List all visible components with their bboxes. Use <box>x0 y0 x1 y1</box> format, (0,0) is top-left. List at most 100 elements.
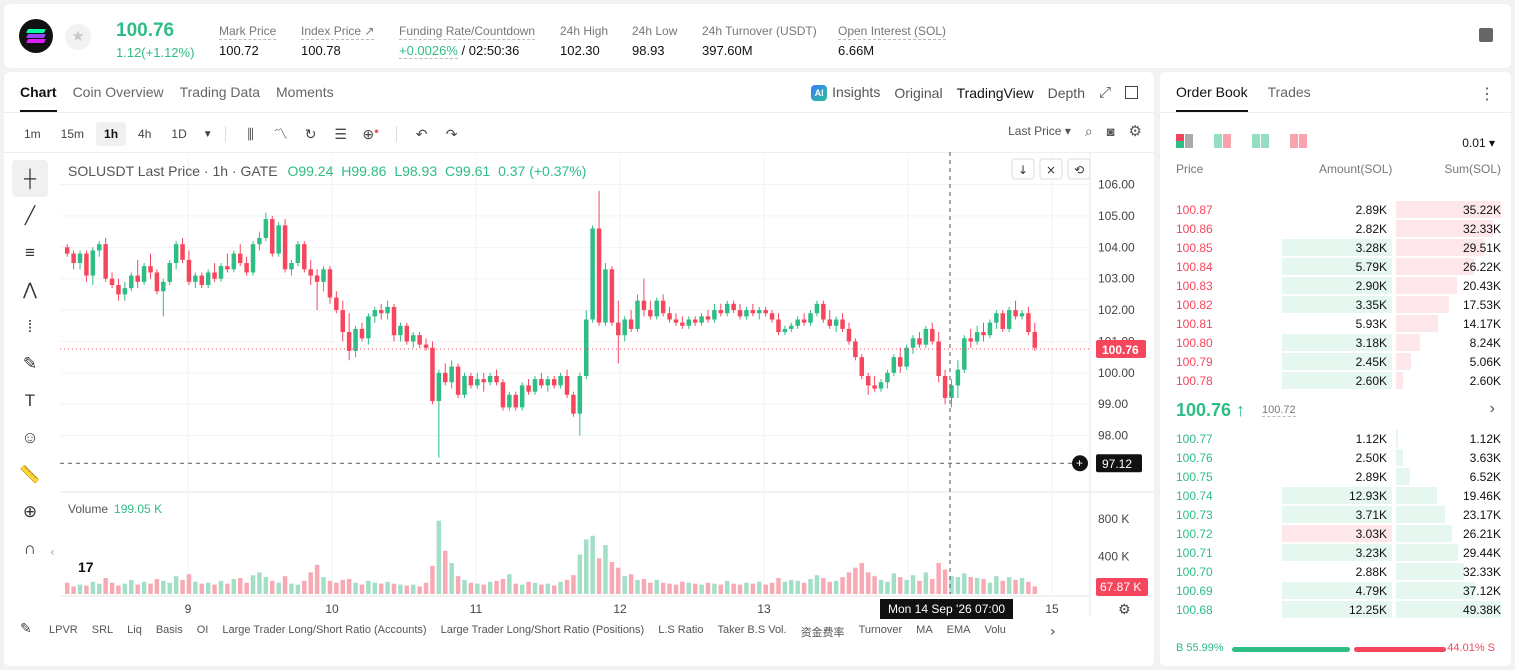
ask-row[interactable]: 100.80 3.18K 8.24K <box>1160 333 1511 352</box>
bid-row[interactable]: 100.69 4.79K 37.12K <box>1160 581 1511 600</box>
indicator-item[interactable]: 资金费率 <box>800 627 845 639</box>
tab-chart[interactable]: Chart <box>20 84 57 112</box>
candle-body <box>840 319 845 329</box>
more-icon[interactable]: ⋮ <box>1479 86 1495 103</box>
indicator-item[interactable]: Volu <box>984 624 1006 636</box>
volume-bar <box>71 586 76 594</box>
indicator-item[interactable]: MA <box>916 624 933 636</box>
layout-split-icon[interactable] <box>1214 134 1232 148</box>
indicator-item[interactable]: OI <box>196 624 209 636</box>
favorite-star-icon[interactable]: ★ <box>65 24 91 50</box>
tab-order-book[interactable]: Order Book <box>1176 84 1248 112</box>
tab-original[interactable]: Original <box>894 84 943 101</box>
bid-row[interactable]: 100.72 3.03K 26.21K <box>1160 524 1511 543</box>
ask-row[interactable]: 100.85 3.28K 29.51K <box>1160 238 1511 257</box>
indicator-item[interactable]: Turnover <box>858 624 903 636</box>
brush-tool-icon[interactable]: ✎ <box>22 354 38 373</box>
fullscreen-icon[interactable]: ⤢ <box>1098 84 1111 102</box>
timeframe-1d[interactable]: 1D <box>171 127 187 141</box>
layout-asks-icon[interactable] <box>1290 134 1308 148</box>
timeframe-15m[interactable]: 15m <box>60 127 85 141</box>
indicator-item[interactable]: LPVR <box>49 624 78 636</box>
brush-settings-icon[interactable]: ✎ <box>20 620 32 636</box>
bid-row[interactable]: 100.77 1.12K 1.12K <box>1160 429 1511 448</box>
tab-trades[interactable]: Trades <box>1267 84 1311 100</box>
tab-coin-overview[interactable]: Coin Overview <box>72 84 164 100</box>
tab-insights[interactable]: AI Insights <box>811 84 880 102</box>
horizontal-lines-tool-icon[interactable]: ≡ <box>25 243 35 262</box>
layout-bids-icon[interactable] <box>1252 134 1270 148</box>
crosshair-tool-icon[interactable]: ┼ <box>12 160 48 197</box>
tab-tradingview[interactable]: TradingView <box>956 84 1034 101</box>
notebook-icon[interactable] <box>1479 28 1493 42</box>
indicator-item[interactable]: L.S Ratio <box>658 624 704 636</box>
ask-row[interactable]: 100.83 2.90K 20.43K <box>1160 276 1511 295</box>
add-indicator-icon[interactable]: ⊕● <box>362 125 379 142</box>
tab-moments[interactable]: Moments <box>276 84 334 100</box>
bid-row[interactable]: 100.70 2.88K 32.33K <box>1160 562 1511 581</box>
ask-row[interactable]: 100.86 2.82K 32.33K <box>1160 219 1511 238</box>
timeframe-4h[interactable]: 4h <box>138 127 152 141</box>
camera-icon[interactable]: ◙ <box>1106 123 1115 139</box>
layout-both-icon[interactable] <box>1176 134 1194 148</box>
candles-icon[interactable]: ⫼ <box>247 125 254 142</box>
timeframe-dropdown-icon[interactable]: ▼ <box>202 128 213 140</box>
indicator-icon[interactable]: 〽 <box>273 126 288 142</box>
candlestick-chart[interactable]: 106.00105.00104.00103.00102.00101.00100.… <box>4 72 1154 666</box>
precision-select[interactable]: 0.01 ▾ <box>1462 136 1495 150</box>
template-icon[interactable]: ☰ <box>334 125 347 142</box>
bid-row[interactable]: 100.75 2.89K 6.52K <box>1160 467 1511 486</box>
bid-row[interactable]: 100.71 3.23K 29.44K <box>1160 543 1511 562</box>
volume-bar <box>186 574 192 594</box>
search-icon[interactable]: ⌕ <box>1084 122 1093 139</box>
indicator-item[interactable]: Large Trader Long/Short Ratio (Accounts) <box>222 624 427 636</box>
trendline-tool-icon[interactable]: ╱ <box>24 206 36 225</box>
bid-row[interactable]: 100.68 12.25K 49.38K <box>1160 600 1511 619</box>
stat-mark-price[interactable]: Mark Price 100.72 <box>219 24 277 58</box>
price-type-select[interactable]: Last Price ▾ <box>1008 124 1071 138</box>
zoom-tool-icon[interactable]: ⊕ <box>22 502 38 521</box>
bid-row[interactable]: 100.76 2.50K 3.63K <box>1160 448 1511 467</box>
ask-row[interactable]: 100.79 2.45K 5.06K <box>1160 352 1511 371</box>
indicator-item[interactable]: Large Trader Long/Short Ratio (Positions… <box>440 624 645 636</box>
indicator-item[interactable]: SRL <box>91 624 114 636</box>
indicator-item[interactable]: Taker B.S Vol. <box>717 624 787 636</box>
ruler-tool-icon[interactable]: 📏 <box>19 465 41 484</box>
redo-icon[interactable]: ↷ <box>445 125 458 142</box>
pattern-tool-icon[interactable]: ⋀ <box>23 280 37 299</box>
bid-row[interactable]: 100.74 12.93K 19.46K <box>1160 486 1511 505</box>
chevron-right-icon[interactable]: › <box>1489 400 1495 417</box>
candle-body <box>468 375 474 386</box>
volume-bar <box>577 554 583 594</box>
candle-body <box>519 385 525 408</box>
bid-row[interactable]: 100.73 3.71K 23.17K <box>1160 505 1511 524</box>
ask-row[interactable]: 100.78 2.60K 2.60K <box>1160 371 1511 390</box>
stat-funding-rate[interactable]: Funding Rate/Countdown +0.0026% / 02:50:… <box>399 24 536 59</box>
candle-body <box>417 335 422 345</box>
window-icon[interactable] <box>1125 86 1138 100</box>
volume-bar <box>77 584 83 594</box>
undo-icon[interactable]: ↶ <box>415 125 428 142</box>
indicator-item[interactable]: Liq <box>127 624 142 636</box>
emoji-tool-icon[interactable]: ☺ <box>21 428 39 447</box>
gear-icon[interactable]: ⚙ <box>1128 123 1142 140</box>
tab-depth[interactable]: Depth <box>1047 84 1085 101</box>
indicator-item[interactable]: Basis <box>155 624 183 636</box>
stat-index-price[interactable]: Index Price ↗ 100.78 <box>301 24 375 58</box>
ask-row[interactable]: 100.84 5.79K 26.22K <box>1160 257 1511 276</box>
replay-icon[interactable]: ↻ <box>304 125 317 142</box>
ask-row[interactable]: 100.81 5.93K 14.17K <box>1160 314 1511 333</box>
stat-open-interest[interactable]: Open Interest (SOL) 6.66M <box>838 24 947 58</box>
tab-trading-data[interactable]: Trading Data <box>179 84 261 100</box>
magnet-tool-icon[interactable]: ∩ <box>23 539 37 558</box>
candle-body <box>135 275 140 282</box>
volume-bar <box>853 567 858 594</box>
ask-row[interactable]: 100.82 3.35K 17.53K <box>1160 295 1511 314</box>
timeframe-1h[interactable]: 1h <box>96 122 127 146</box>
fib-tool-icon[interactable]: ⁞ <box>27 317 33 336</box>
timeframe-1m[interactable]: 1m <box>24 127 41 141</box>
amount: 2.90K <box>1355 279 1387 293</box>
indicator-item[interactable]: EMA <box>946 624 971 636</box>
ask-row[interactable]: 100.87 2.89K 35.22K <box>1160 200 1511 219</box>
text-tool-icon[interactable]: T <box>24 391 36 410</box>
